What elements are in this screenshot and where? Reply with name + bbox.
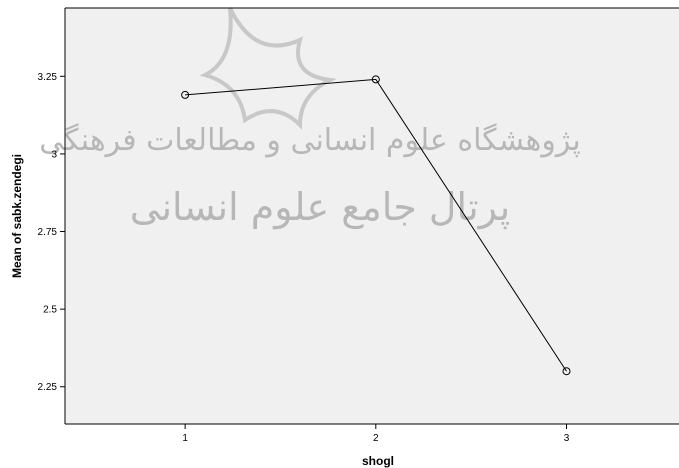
data-point-2 (371, 75, 380, 84)
watermark-emblem-icon (199, 7, 337, 130)
y-tick-label: 3 (51, 149, 57, 160)
y-ticks: 2.25 2.5 2.75 3 3.25 (38, 72, 65, 393)
y-tick-label: 3.25 (38, 72, 58, 83)
watermark-line-2: پرتال جامع علوم انسانی (130, 185, 510, 230)
watermark: پژوهشگاه علوم انسانی و مطالعات فرهنگی پر… (39, 7, 581, 230)
x-tick-label: 1 (182, 433, 188, 444)
series-line (181, 75, 571, 376)
x-tick-label: 2 (373, 433, 379, 444)
y-tick-label: 2.25 (38, 382, 58, 393)
series-polyline (185, 78, 567, 372)
y-tick-label: 2.5 (43, 305, 57, 316)
plot-area (65, 8, 679, 424)
y-tick-label: 2.75 (38, 227, 58, 238)
data-point-1 (181, 90, 190, 99)
x-tick-label: 3 (564, 433, 570, 444)
x-axis-title: shogl (362, 454, 394, 468)
y-axis-title: Mean of sabk.zendegi (10, 154, 24, 278)
x-ticks: 1 2 3 (182, 424, 570, 444)
data-point-3 (562, 367, 571, 376)
watermark-line-1: پژوهشگاه علوم انسانی و مطالعات فرهنگی (39, 123, 581, 158)
